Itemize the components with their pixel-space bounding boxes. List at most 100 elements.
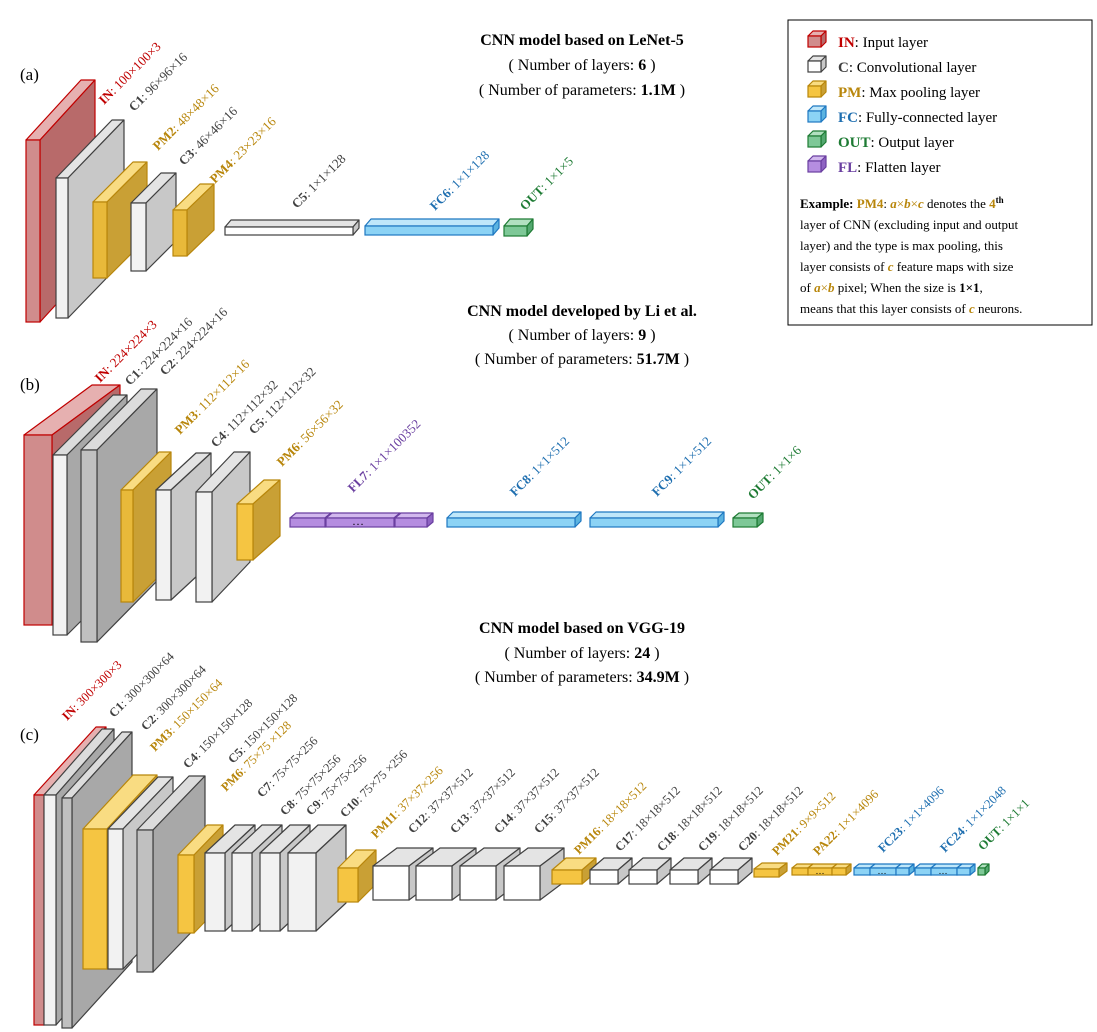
legend-icon-conv (807, 55, 827, 73)
c-label-fc23-size: : 1×1×4096 (896, 783, 947, 834)
c-block-out (977, 863, 990, 876)
a-block-out (503, 218, 534, 237)
legend-abbr: C (838, 60, 849, 76)
a-block-pm2 (92, 161, 148, 279)
legend-desc: : Output layer (871, 135, 954, 151)
legend-icon-flatten-front (807, 160, 822, 173)
a-label-fc6: FC6: 1×1×128 (427, 147, 493, 213)
a-label-out-size: : 1×1×5 (536, 154, 576, 194)
a-block-c1-front (55, 177, 69, 319)
c-block-c7-front (204, 852, 226, 932)
a-label-fc6-size: : 1×1×128 (443, 147, 492, 196)
c-block-c19 (669, 857, 713, 885)
legend-desc: : Convolutional layer (849, 60, 976, 76)
c-block-pa22-c (831, 863, 852, 876)
b-block-out-front (732, 517, 758, 528)
c-block-c17-front (589, 869, 619, 885)
panel-c-title: CNN model based on VGG-19 (479, 620, 685, 637)
b-label-fc9-size: : 1×1×512 (665, 433, 714, 482)
legend-icon-input (807, 30, 827, 48)
a-block-fc6-top (364, 218, 500, 227)
c-block-pm21 (753, 862, 788, 878)
legend-desc: : Fully-connected layer (858, 110, 997, 126)
b-block-fl7-c (394, 512, 434, 528)
b-block-pm6-front (236, 503, 254, 561)
c-block-c19-front (669, 869, 699, 885)
a-block-out-front (503, 225, 528, 237)
c-block-c2-front (61, 797, 73, 1029)
c-block-fc24-c-front (956, 867, 971, 876)
legend-abbr: PM (838, 85, 861, 101)
c-block-pa22-c-front (831, 867, 847, 876)
legend-example-line6: means that this layer consists of c neur… (800, 301, 1022, 316)
c-block-c14 (459, 847, 521, 901)
a-label-c5: C5: 1×1×128 (289, 151, 349, 211)
a-block-fc6 (364, 218, 500, 236)
c-block-c10 (287, 824, 347, 932)
c-block-c5-front (136, 829, 154, 973)
legend-icon-out-front (807, 135, 822, 148)
legend-frame (787, 19, 1093, 326)
legend-abbr: IN (838, 35, 855, 51)
panel-b-params: ( Number of parameters: 51.7M ) (475, 351, 689, 368)
legend-example-line4: layer consists of c feature maps with si… (800, 259, 1014, 274)
panel-c-layers: ( Number of layers: 24 ) (504, 645, 659, 662)
c-block-fc24-a-front (914, 867, 932, 876)
a-block-pm4 (172, 183, 215, 257)
c-block-c17 (589, 857, 633, 885)
b-label-fc9: FC9: 1×1×512 (649, 433, 715, 499)
b-block-c5-front (195, 491, 213, 603)
b-label-fl7-size: : 1×1×100352 (361, 416, 424, 479)
c-block-pm11 (337, 849, 377, 903)
a-block-c5-top (224, 219, 360, 228)
c-block-c1-front (43, 794, 57, 1026)
legend: IN: Input layer C: Convolutional layer PM:… (787, 19, 1093, 326)
a-block-c5-front (224, 226, 354, 236)
b-block-fc8-top (446, 511, 582, 519)
c-block-pm16-front (551, 869, 583, 885)
b-label-out-size: : 1×1×6 (764, 442, 804, 482)
c-block-c14-front (459, 865, 497, 901)
b-block-fc9 (589, 511, 725, 528)
legend-icon-fc (807, 105, 827, 123)
legend-icon-flatten (807, 155, 827, 173)
legend-item-fc: FC: Fully-connected layer (838, 110, 997, 126)
b-block-c5 (195, 451, 251, 603)
legend-desc: : Input layer (855, 35, 928, 51)
b-block-fc8-front (446, 517, 576, 528)
c-block-c12-front (372, 865, 410, 901)
panel-c-label: (c) (20, 725, 39, 744)
c-block-c20 (709, 857, 753, 885)
c-block-c8-front (231, 852, 253, 932)
c-block-fc23-c (895, 863, 915, 876)
panel-a-layers: ( Number of layers: 6 ) (508, 57, 655, 74)
b-flatten-ellipsis: … (352, 514, 364, 528)
legend-item-input: IN: Input layer (838, 35, 928, 51)
c-fc23-ellipsis: … (878, 866, 887, 876)
legend-abbr: FL (838, 160, 857, 176)
panel-b-layers: ( Number of layers: 9 ) (508, 327, 655, 344)
c-block-fc23-c-front (895, 867, 910, 876)
b-block-c4-front (155, 489, 172, 601)
panel-c-blocks: … … … (33, 726, 990, 1029)
c-block-in-front (33, 794, 45, 1026)
c-label-pa22-size: : 1×1×4096 (830, 787, 881, 838)
b-block-fc9-top (589, 511, 725, 519)
b-block-c2-front (80, 449, 98, 643)
legend-example-line2: layer of CNN (excluding input and output (800, 217, 1018, 232)
c-block-out-front (977, 867, 986, 876)
b-block-pm3-front (120, 489, 134, 603)
c-pa22-ellipsis: … (816, 866, 825, 876)
legend-abbr: FC (838, 110, 858, 126)
b-block-out (732, 512, 764, 528)
c-block-c9-front (259, 852, 281, 932)
legend-icon-fc-front (807, 110, 822, 123)
legend-icon-input-front (807, 35, 822, 48)
a-block-pm4-front (172, 209, 188, 257)
c-block-c4-front (107, 828, 124, 970)
c-fc24-ellipsis: … (939, 866, 948, 876)
legend-item-conv: C: Convolutional layer (838, 60, 976, 76)
panel-a-header: (a) CNN model based on LeNet-5 ( Number … (20, 32, 685, 99)
b-block-fl7-c-front (394, 517, 428, 528)
